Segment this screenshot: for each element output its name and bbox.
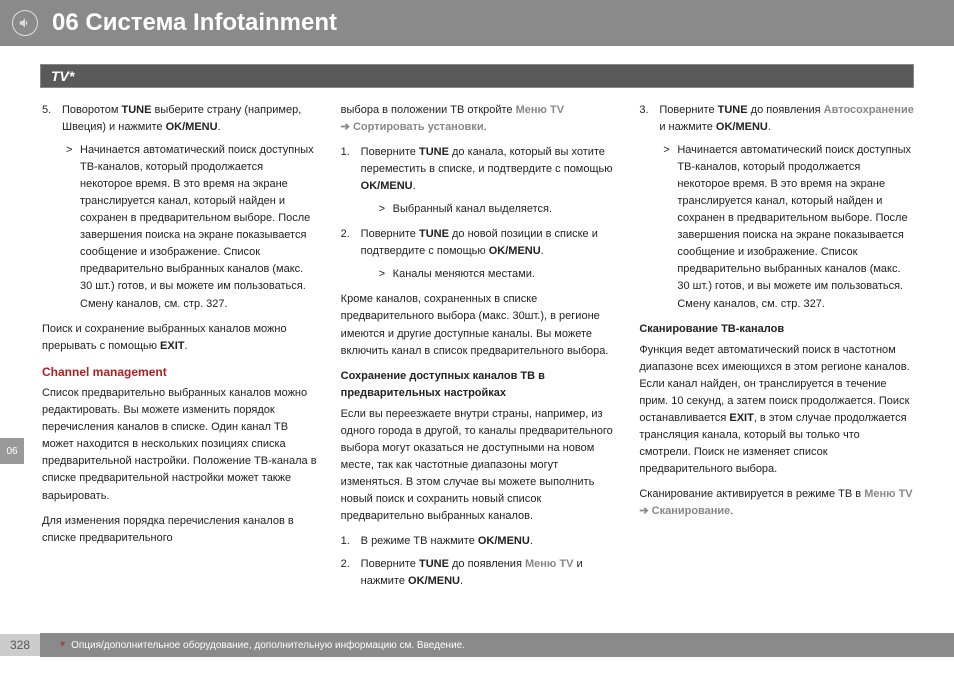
text: . — [730, 505, 733, 517]
arrow-icon: ➔ — [639, 505, 648, 517]
column-1: 5. Поворотом TUNE выберите страну (напри… — [42, 102, 317, 596]
section-label: TV* — [40, 64, 914, 88]
menu-tv-label: Меню TV — [525, 558, 573, 570]
text: . — [460, 575, 463, 587]
autosave-label: Автосохранение — [824, 104, 914, 116]
text: Поверните — [361, 146, 419, 158]
result-text: Начинается автоматический поиск доступны… — [677, 142, 914, 312]
step-text: Поверните TUNE до появления Меню TV и на… — [361, 556, 616, 590]
speaker-icon — [12, 10, 38, 36]
gt-marker: > — [663, 142, 677, 312]
paragraph: выбора в положении ТВ откройте Меню TV ➔… — [341, 102, 616, 136]
tune-label: TUNE — [419, 146, 449, 158]
footer-bar: * Опция/дополнительное оборудование, доп… — [40, 633, 954, 657]
okmenu-label: OK/MENU — [361, 180, 413, 192]
okmenu-label: OK/MENU — [478, 535, 530, 547]
step-text: Поверните TUNE до новой позиции в списке… — [361, 226, 616, 260]
text: . — [541, 245, 544, 257]
side-tab: 06 — [0, 438, 24, 464]
text: . — [768, 121, 771, 133]
okmenu-label: OK/MENU — [408, 575, 460, 587]
step-5: 5. Поворотом TUNE выберите страну (напри… — [42, 102, 317, 136]
text: Поворотом — [62, 104, 122, 116]
result-item: > Начинается автоматический поиск доступ… — [639, 142, 914, 312]
heading-channel-mgmt: Channel management — [42, 363, 317, 382]
result-text: Выбранный канал выделяется. — [393, 201, 616, 218]
step-text: В режиме ТВ нажмите OK/MENU. — [361, 533, 616, 550]
text: . — [185, 340, 188, 352]
heading-save-channels: Сохранение доступных каналов ТВ в предва… — [341, 368, 616, 402]
step-num: 1. — [341, 533, 361, 550]
paragraph: Список предварительно выбранных каналов … — [42, 385, 317, 504]
paragraph: Поиск и сохранение выбранных каналов мож… — [42, 321, 317, 355]
tune-label: TUNE — [718, 104, 748, 116]
okmenu-label: OK/MENU — [166, 121, 218, 133]
column-2: выбора в положении ТВ откройте Меню TV ➔… — [341, 102, 616, 596]
result-text: Начинается автоматический поиск доступны… — [80, 142, 317, 312]
page-number: 328 — [0, 634, 40, 656]
paragraph: Кроме каналов, сохраненных в списке пред… — [341, 291, 616, 359]
text: Поверните — [361, 558, 419, 570]
text: Поверните — [361, 228, 419, 240]
header-bar: 06 Система Infotainment — [0, 0, 954, 46]
header-title: 06 Система Infotainment — [52, 9, 337, 37]
paragraph: Для изменения порядка перечисления канал… — [42, 513, 317, 547]
step-text: Поверните TUNE до канала, который вы хот… — [361, 144, 616, 195]
menu-tv-label: Меню TV — [864, 488, 912, 500]
step-num: 5. — [42, 102, 62, 136]
step-num: 1. — [341, 144, 361, 195]
step-num: 2. — [341, 556, 361, 590]
text: выбора в положении ТВ откройте — [341, 104, 516, 116]
arrow-icon: ➔ — [341, 121, 353, 133]
scan-label: Сканирование — [652, 505, 731, 517]
gt-marker: > — [379, 266, 393, 283]
gt-marker: > — [379, 201, 393, 218]
tune-label: TUNE — [419, 228, 449, 240]
text: Сканирование активируется в режиме ТВ в — [639, 488, 864, 500]
step-num: 2. — [341, 226, 361, 260]
tune-label: TUNE — [419, 558, 449, 570]
step-2: 2. Поверните TUNE до новой позиции в спи… — [341, 226, 616, 260]
exit-label: EXIT — [729, 412, 753, 424]
paragraph: Если вы переезжаете внутри страны, напри… — [341, 406, 616, 525]
step-2b: 2. Поверните TUNE до появления Меню TV и… — [341, 556, 616, 590]
okmenu-label: OK/MENU — [489, 245, 541, 257]
star-icon: * — [60, 638, 65, 653]
footer-text: Опция/дополнительное оборудование, допол… — [71, 640, 465, 651]
step-text: Поверните TUNE до появления Автосохранен… — [659, 102, 914, 136]
section-wrap: TV* — [0, 46, 954, 88]
step-1b: 1. В режиме ТВ нажмите OK/MENU. — [341, 533, 616, 550]
text: и нажмите — [659, 121, 716, 133]
sort-label: Сортировать установки — [353, 121, 484, 133]
step-1: 1. Поверните TUNE до канала, который вы … — [341, 144, 616, 195]
tune-label: TUNE — [122, 104, 152, 116]
footer: 328 * Опция/дополнительное оборудование,… — [0, 633, 954, 657]
heading-scan: Сканирование ТВ-каналов — [639, 321, 914, 338]
okmenu-label: OK/MENU — [716, 121, 768, 133]
paragraph: Сканирование активируется в режиме ТВ в … — [639, 486, 914, 520]
gt-marker: > — [66, 142, 80, 312]
exit-label: EXIT — [160, 340, 184, 352]
content-columns: 5. Поворотом TUNE выберите страну (напри… — [0, 102, 954, 596]
text: до появления — [748, 104, 824, 116]
step-num: 3. — [639, 102, 659, 136]
text: В режиме ТВ нажмите — [361, 535, 478, 547]
column-3: 3. Поверните TUNE до появления Автосохра… — [639, 102, 914, 596]
result-text: Каналы меняются местами. — [393, 266, 616, 283]
text: . — [530, 535, 533, 547]
step-text: Поворотом TUNE выберите страну (например… — [62, 102, 317, 136]
result-item: > Выбранный канал выделяется. — [341, 201, 616, 218]
text: . — [218, 121, 221, 133]
text: . — [413, 180, 416, 192]
paragraph: Функция ведет автоматический поиск в час… — [639, 342, 914, 478]
text: до появления — [449, 558, 525, 570]
menu-tv-label: Меню TV — [516, 104, 564, 116]
text: Поверните — [659, 104, 717, 116]
step-3: 3. Поверните TUNE до появления Автосохра… — [639, 102, 914, 136]
result-item: > Каналы меняются местами. — [341, 266, 616, 283]
text: . — [484, 121, 487, 133]
result-item: > Начинается автоматический поиск доступ… — [42, 142, 317, 312]
